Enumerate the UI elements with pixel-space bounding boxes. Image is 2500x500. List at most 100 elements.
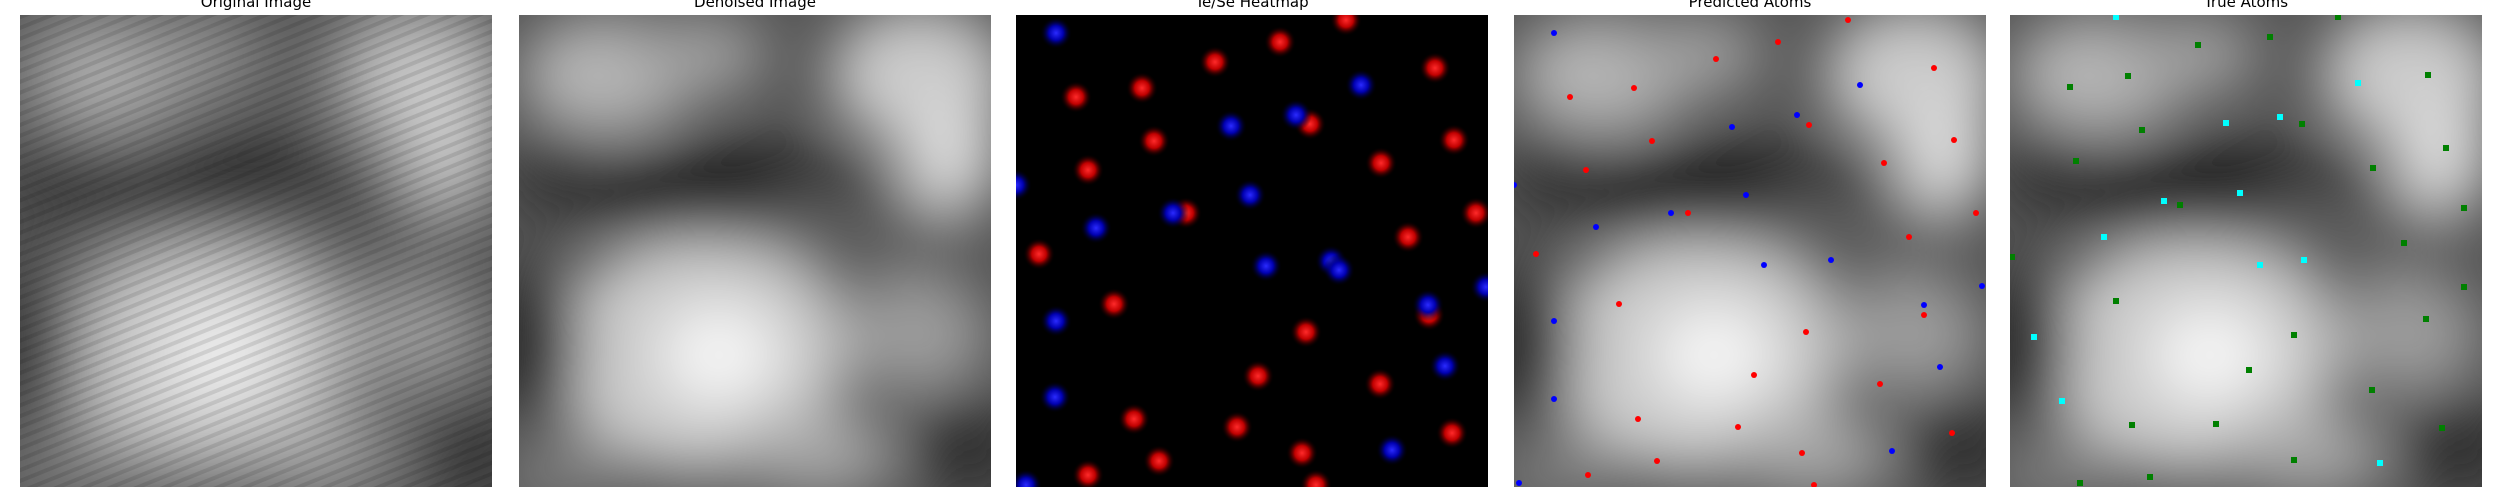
true-atom-green	[2461, 284, 2467, 290]
heatmap-te-spot	[1290, 316, 1322, 348]
panel-title-original: Original Image	[200, 0, 312, 11]
true-atom-green	[2401, 240, 2407, 246]
true-atom-green	[2177, 202, 2183, 208]
panel-true: True Atoms	[2010, 0, 2482, 500]
predicted-te-atom	[1775, 39, 1781, 45]
true-atom-green	[2073, 158, 2079, 164]
heatmap-se-spot	[1039, 381, 1071, 413]
heatmap-se-spot	[1016, 169, 1032, 201]
predicted-se-atom	[1794, 112, 1800, 118]
predicted-se-atom	[1828, 257, 1834, 263]
true-atom-green	[2195, 42, 2201, 48]
heatmap-se-spot	[1040, 305, 1072, 337]
texture-group-original	[20, 15, 492, 487]
true-atom-green	[2129, 422, 2135, 428]
heatmap-te-spot	[1221, 411, 1253, 443]
denoised-image	[519, 15, 991, 487]
texture-group-predicted	[1514, 15, 1986, 487]
heatmap-te-spot	[1330, 15, 1362, 36]
texture-group-true	[2010, 15, 2482, 487]
true-atom-green	[2113, 298, 2119, 304]
heatmap-te-spot	[1126, 72, 1158, 104]
heatmap-te-spot	[1072, 154, 1104, 186]
true-atom-green	[2010, 254, 2015, 260]
heatmap-te-spot	[1072, 459, 1104, 487]
texture-group-denoised	[519, 15, 991, 487]
heatmap-te-spot	[1199, 46, 1231, 78]
heatmap-te-spot	[1364, 368, 1396, 400]
predicted-se-atom	[1937, 364, 1943, 370]
heatmap-se-spot	[1412, 289, 1444, 321]
true-atom-cyan	[2355, 80, 2361, 86]
true-atom-cyan	[2257, 262, 2263, 268]
predicted-se-atom	[1551, 318, 1557, 324]
heatmap-te-spot	[1138, 125, 1170, 157]
true-atom-cyan	[2301, 257, 2307, 263]
heatmap-te-spot	[1365, 147, 1397, 179]
true-atom-cyan	[2161, 198, 2167, 204]
heatmap-se-spot	[1429, 350, 1461, 382]
predicted-se-atom	[1979, 283, 1985, 289]
predicted-te-atom	[1921, 312, 1927, 318]
heatmap-te-spot	[1392, 221, 1424, 253]
true-atom-cyan	[2031, 334, 2037, 340]
heatmap-te-spot	[1419, 52, 1451, 84]
true-atom-green	[2439, 425, 2445, 431]
true-atom-green	[2291, 332, 2297, 338]
predicted-te-atom	[1713, 56, 1719, 62]
predicted-markers	[1514, 17, 1985, 487]
predicted-te-atom	[1806, 122, 1812, 128]
heatmap-te-spot	[1264, 26, 1296, 58]
heatmap-te-spot	[1438, 124, 1470, 156]
panel-predicted: Predicted Atoms	[1514, 0, 1986, 500]
predicted-se-atom	[1551, 30, 1557, 36]
predicted-te-atom	[1845, 17, 1851, 23]
true-atom-green	[2067, 84, 2073, 90]
heatmap-te-spot	[1118, 403, 1150, 435]
predicted-se-atom	[1743, 192, 1749, 198]
true-atom-green	[2425, 72, 2431, 78]
true-atom-green	[2246, 367, 2252, 373]
predicted-te-atom	[1735, 424, 1741, 430]
true-atom-cyan	[2377, 460, 2383, 466]
heatmap-te-spot	[1143, 445, 1175, 477]
true-atom-green	[2147, 474, 2153, 480]
predicted-se-atom	[1889, 448, 1895, 454]
true-atom-green	[2299, 121, 2305, 127]
heatmap-image	[1016, 15, 1488, 487]
heatmap-te-spot	[1242, 360, 1274, 392]
true-atom-green	[2461, 205, 2467, 211]
predicted-te-atom	[1616, 301, 1622, 307]
true-atom-cyan	[2223, 120, 2229, 126]
heatmap-se-spot	[1376, 434, 1408, 466]
predicted-se-atom	[1921, 302, 1927, 308]
predicted-atoms-image	[1514, 15, 1986, 487]
predicted-se-atom	[1668, 210, 1674, 216]
predicted-te-atom	[1973, 210, 1979, 216]
heatmap-se-spot	[1080, 212, 1112, 244]
predicted-te-atom	[1799, 450, 1805, 456]
true-atom-green	[2213, 421, 2219, 427]
panel-title-heatmap: Te/Se Heatmap	[1195, 0, 1309, 11]
predicted-te-atom	[1635, 416, 1641, 422]
heatmap-te-spot	[1286, 437, 1318, 469]
true-atoms-image	[2010, 15, 2482, 487]
true-atom-cyan	[2237, 190, 2243, 196]
predicted-te-atom	[1654, 458, 1660, 464]
predicted-te-atom	[1585, 472, 1591, 478]
predicted-te-atom	[1567, 94, 1573, 100]
heatmap-se-spot	[1040, 17, 1072, 49]
true-atom-green	[2370, 165, 2376, 171]
heatmap-se-spot	[1470, 271, 1488, 303]
heatmap-se-spot	[1345, 69, 1377, 101]
true-atom-cyan	[2277, 114, 2283, 120]
true-atom-green	[2369, 387, 2375, 393]
heatmap-te-spot	[1300, 469, 1332, 487]
predicted-te-atom	[1803, 329, 1809, 335]
heatmap-te-spot	[1023, 238, 1055, 270]
true-atom-cyan	[2101, 234, 2107, 240]
true-atom-green	[2443, 145, 2449, 151]
true-atom-green	[2267, 34, 2273, 40]
predicted-se-atom	[1551, 396, 1557, 402]
